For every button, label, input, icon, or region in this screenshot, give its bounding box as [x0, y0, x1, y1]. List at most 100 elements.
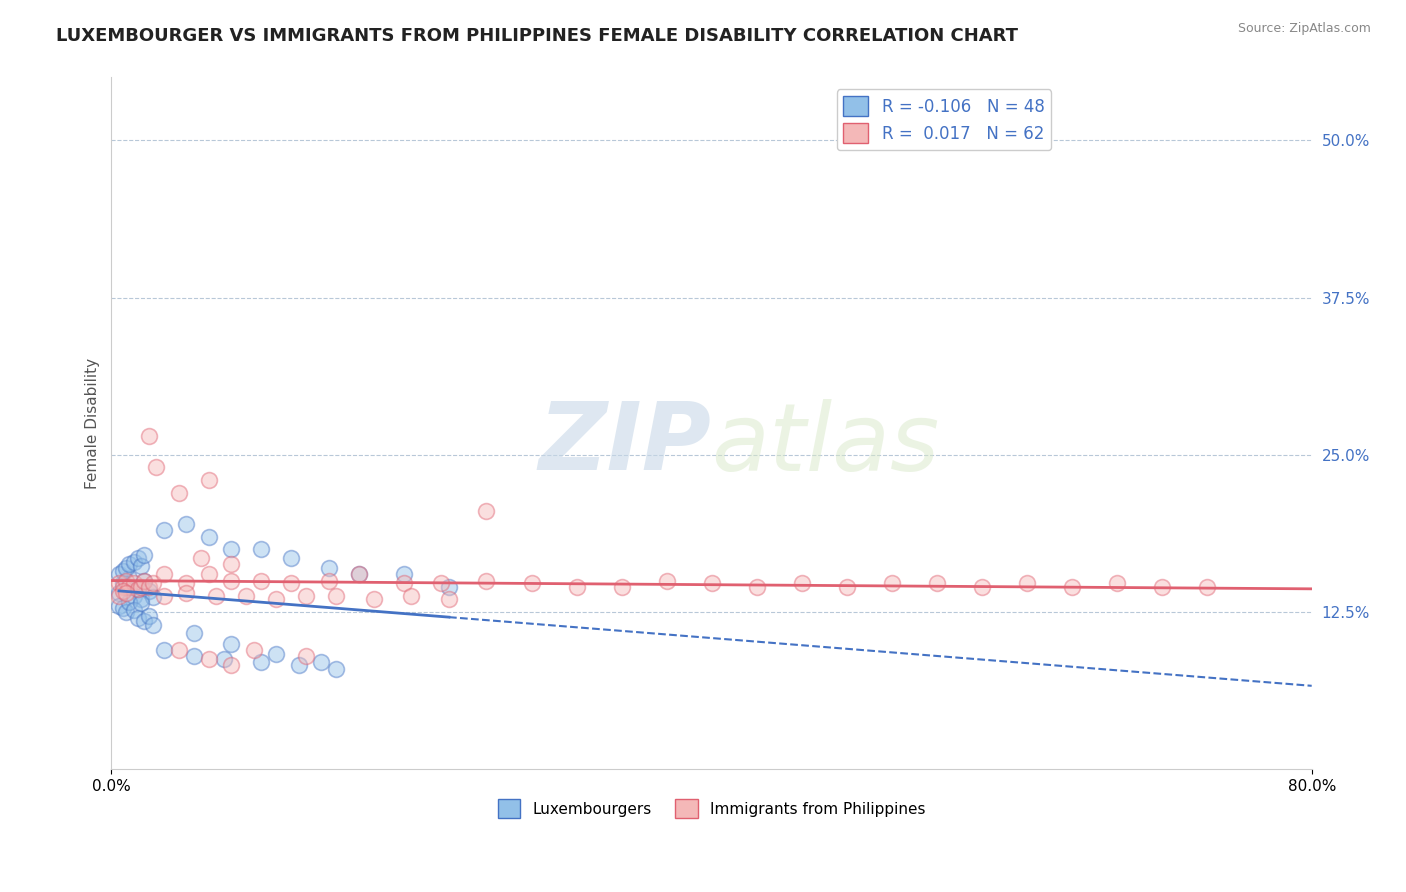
Point — [325, 589, 347, 603]
Point — [131, 596, 153, 610]
Point — [243, 642, 266, 657]
Point — [167, 642, 190, 657]
Point — [318, 574, 340, 588]
Point — [1150, 580, 1173, 594]
Point — [1015, 576, 1038, 591]
Point — [235, 589, 257, 603]
Point — [280, 576, 302, 591]
Point — [134, 574, 156, 588]
Point — [437, 592, 460, 607]
Point — [115, 580, 138, 594]
Point — [142, 576, 165, 591]
Point — [970, 580, 993, 594]
Point — [250, 542, 273, 557]
Text: ZIP: ZIP — [538, 398, 711, 490]
Point — [280, 551, 302, 566]
Point — [190, 551, 212, 566]
Point — [221, 636, 243, 650]
Point — [212, 651, 235, 665]
Point — [122, 576, 145, 591]
Point — [153, 524, 176, 538]
Point — [176, 586, 198, 600]
Point — [565, 580, 588, 594]
Legend: Luxembourgers, Immigrants from Philippines: Luxembourgers, Immigrants from Philippin… — [492, 793, 932, 824]
Point — [131, 580, 153, 594]
Point — [138, 429, 160, 443]
Point — [108, 586, 131, 600]
Point — [138, 608, 160, 623]
Point — [198, 651, 221, 665]
Point — [347, 567, 370, 582]
Point — [153, 642, 176, 657]
Point — [325, 662, 347, 676]
Point — [520, 576, 543, 591]
Point — [205, 589, 228, 603]
Point — [108, 567, 131, 582]
Point — [108, 589, 131, 603]
Point — [363, 592, 385, 607]
Point — [475, 574, 498, 588]
Point — [183, 626, 205, 640]
Point — [198, 567, 221, 582]
Point — [1060, 580, 1083, 594]
Point — [122, 589, 145, 603]
Point — [138, 583, 160, 598]
Text: Source: ZipAtlas.com: Source: ZipAtlas.com — [1237, 22, 1371, 36]
Point — [430, 576, 453, 591]
Point — [288, 657, 311, 672]
Point — [122, 602, 145, 616]
Point — [127, 611, 149, 625]
Point — [198, 530, 221, 544]
Point — [115, 605, 138, 619]
Point — [115, 561, 138, 575]
Point — [112, 576, 135, 591]
Point — [142, 617, 165, 632]
Point — [176, 576, 198, 591]
Text: LUXEMBOURGER VS IMMIGRANTS FROM PHILIPPINES FEMALE DISABILITY CORRELATION CHART: LUXEMBOURGER VS IMMIGRANTS FROM PHILIPPI… — [56, 27, 1018, 45]
Point — [221, 558, 243, 572]
Point — [1195, 580, 1218, 594]
Point — [835, 580, 858, 594]
Point — [250, 574, 273, 588]
Point — [108, 576, 131, 591]
Point — [221, 574, 243, 588]
Point — [145, 460, 167, 475]
Point — [118, 571, 141, 585]
Point — [318, 561, 340, 575]
Point — [437, 580, 460, 594]
Point — [347, 567, 370, 582]
Point — [118, 595, 141, 609]
Point — [153, 589, 176, 603]
Point — [610, 580, 633, 594]
Point — [198, 473, 221, 487]
Text: atlas: atlas — [711, 399, 939, 490]
Point — [131, 592, 153, 607]
Point — [134, 614, 156, 628]
Point — [115, 586, 138, 600]
Point — [118, 580, 141, 594]
Point — [221, 542, 243, 557]
Point — [700, 576, 723, 591]
Point — [112, 564, 135, 578]
Point — [295, 589, 318, 603]
Point — [475, 504, 498, 518]
Point — [250, 656, 273, 670]
Point — [118, 558, 141, 572]
Point — [127, 582, 149, 597]
Point — [115, 574, 138, 588]
Point — [401, 589, 423, 603]
Point — [131, 558, 153, 573]
Point — [122, 555, 145, 569]
Point — [790, 576, 813, 591]
Point — [134, 574, 156, 588]
Point — [392, 576, 415, 591]
Point — [745, 580, 768, 594]
Point — [266, 647, 288, 661]
Point — [134, 549, 156, 563]
Point — [127, 582, 149, 597]
Point — [295, 649, 318, 664]
Point — [127, 551, 149, 566]
Point — [392, 567, 415, 582]
Point — [221, 657, 243, 672]
Point — [183, 649, 205, 664]
